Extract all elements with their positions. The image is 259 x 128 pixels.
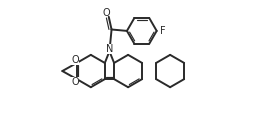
Text: O: O: [71, 77, 79, 87]
Text: O: O: [102, 8, 110, 18]
Text: O: O: [71, 55, 79, 65]
Text: F: F: [160, 26, 166, 36]
Text: N: N: [106, 44, 113, 54]
